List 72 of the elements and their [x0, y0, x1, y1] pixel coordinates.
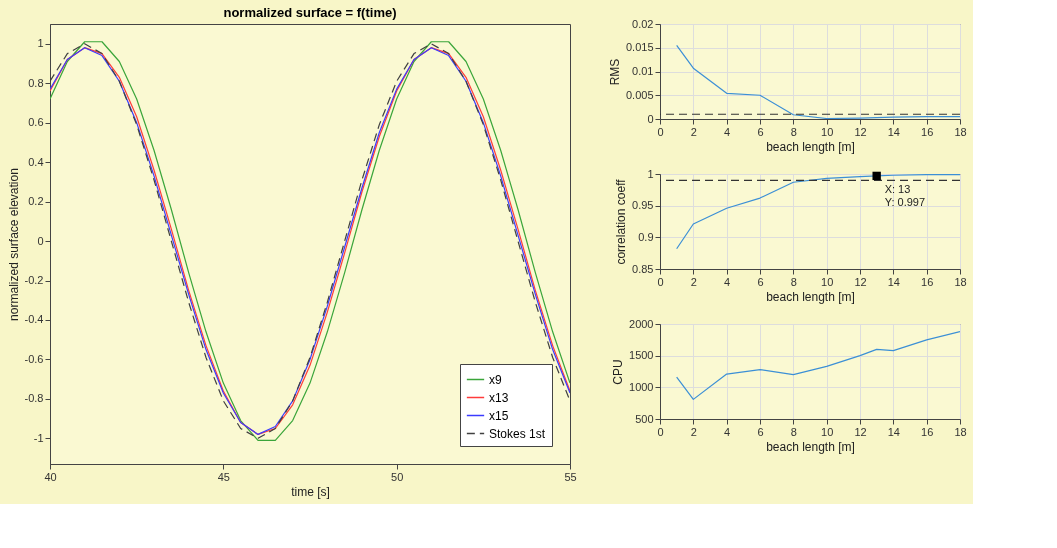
x-tick-label: 8: [790, 275, 797, 288]
y-tick-label: -0.8: [24, 392, 44, 405]
x-tick-label: 55: [564, 470, 577, 483]
x-tick-label: 8: [790, 125, 797, 138]
x-tick-label: 0: [657, 275, 664, 288]
x-tick-label: 18: [954, 425, 967, 438]
x-tick-label: 4: [724, 425, 731, 438]
y-axis-title: RMS: [607, 58, 622, 86]
x-tick-label: 14: [887, 125, 900, 138]
x-axis-title: beach length [m]: [766, 289, 855, 304]
y-tick-label: 2000: [629, 317, 654, 330]
x-tick-label: 12: [854, 275, 867, 288]
y-tick-label: 0.4: [28, 155, 44, 168]
x-tick-label: 0: [657, 125, 664, 138]
y-axis-title: correlation coeff: [614, 178, 629, 265]
x-axis-title: beach length [m]: [766, 139, 855, 154]
x-tick-label: 14: [887, 275, 900, 288]
x-tick-label: 2: [690, 125, 697, 138]
x-tick-label: 6: [757, 125, 764, 138]
x-tick-label: 4: [724, 275, 731, 288]
x-tick-label: 8: [790, 425, 797, 438]
annotation: X: 13 Y: 0.997: [884, 182, 926, 208]
x-tick-label: 50: [391, 470, 404, 483]
y-tick-label: 0.95: [632, 199, 654, 212]
x-tick-label: 12: [854, 425, 867, 438]
y-tick-label: 0.8: [28, 76, 44, 89]
legend-label: x9: [489, 372, 502, 387]
x-tick-label: 40: [44, 470, 57, 483]
y-tick-label: 0.6: [28, 116, 44, 129]
y-tick-label: 0.9: [638, 230, 654, 243]
y-tick-label: 500: [635, 412, 654, 425]
y-tick-label: -0.6: [24, 352, 44, 365]
x-tick-label: 10: [821, 425, 834, 438]
y-tick-label: 0: [647, 112, 654, 125]
x-tick-label: 16: [921, 125, 934, 138]
x-tick-label: 14: [887, 425, 900, 438]
x-tick-label: 45: [217, 470, 230, 483]
x-tick-label: 18: [954, 125, 967, 138]
y-tick-label: 1: [37, 37, 44, 50]
legend-label: x15: [489, 408, 509, 423]
legend-label: Stokes 1st: [489, 426, 546, 441]
y-tick-label: -1: [33, 431, 44, 444]
x-tick-label: 10: [821, 125, 834, 138]
x-tick-label: 6: [757, 425, 764, 438]
x-tick-label: 18: [954, 275, 967, 288]
x-tick-label: 16: [921, 275, 934, 288]
x-axis-title: beach length [m]: [766, 439, 855, 454]
y-tick-label: 1000: [629, 380, 654, 393]
y-axis-title: CPU: [611, 359, 626, 385]
y-tick-label: 0.02: [632, 17, 654, 30]
y-tick-label: 0.015: [625, 41, 654, 54]
x-tick-label: 2: [690, 275, 697, 288]
y-tick-label: 1: [647, 167, 654, 180]
x-tick-label: 16: [921, 425, 934, 438]
legend-label: x13: [489, 390, 509, 405]
y-tick-label: 0.2: [28, 195, 44, 208]
y-tick-label: 0.85: [632, 262, 654, 275]
y-axis-title: normalized surface elevation: [6, 168, 21, 321]
x-axis-title: time [s]: [291, 484, 330, 499]
x-tick-label: 2: [690, 425, 697, 438]
y-tick-label: -0.2: [24, 274, 44, 286]
y-tick-label: 1500: [629, 349, 654, 362]
y-tick-label: -0.4: [24, 313, 44, 326]
x-tick-label: 6: [757, 275, 764, 288]
y-tick-label: 0.005: [625, 88, 654, 101]
chart-title: normalized surface = f(time): [223, 5, 397, 20]
x-tick-label: 10: [821, 275, 834, 288]
x-tick-label: 0: [657, 425, 664, 438]
y-tick-label: 0: [37, 234, 44, 247]
y-tick-label: 0.01: [632, 65, 654, 77]
x-tick-label: 4: [724, 125, 731, 138]
x-tick-label: 12: [854, 125, 867, 138]
